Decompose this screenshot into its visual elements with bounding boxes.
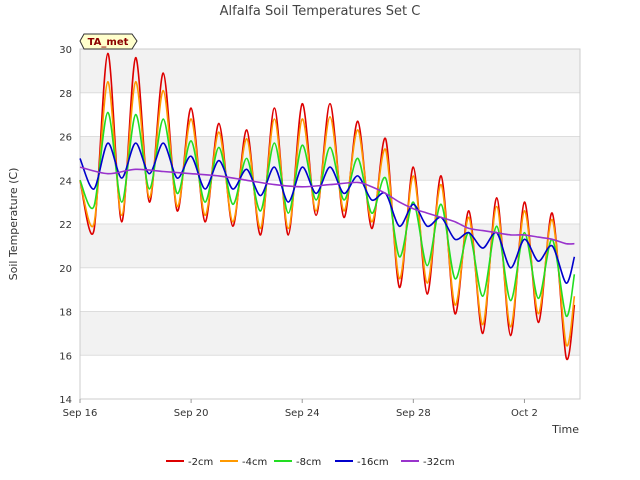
y-tick-label: 24 [59, 176, 72, 187]
plot-bands [80, 49, 580, 356]
y-tick-label: 28 [59, 89, 72, 100]
chart-title: Alfalfa Soil Temperatures Set C [220, 4, 421, 19]
x-tick-label: Sep 28 [396, 408, 431, 419]
y-axis-label: Soil Temperature (C) [7, 168, 20, 281]
x-tick-label: Sep 20 [174, 408, 209, 419]
y-tick-label: 18 [59, 308, 72, 319]
legend-label: -32cm [423, 457, 455, 468]
legend-label: -16cm [357, 457, 389, 468]
x-tick-label: Sep 24 [285, 408, 320, 419]
series-line-minus-8cm [79, 111, 576, 317]
y-axis: 14 16 18 20 22 24 26 28 30 [59, 45, 72, 406]
series-line-minus-2cm [79, 52, 576, 361]
badge-box [79, 33, 138, 50]
grid-band [80, 311, 580, 356]
y-tick-label: 30 [59, 45, 72, 56]
series-line-minus-4cm [79, 80, 576, 347]
legend-label: -8cm [296, 457, 321, 468]
legend-label: -4cm [242, 457, 267, 468]
legend: -2cm -4cm -8cm -16cm -32cm [166, 457, 455, 468]
x-tick-label: Oct 2 [511, 408, 538, 419]
series-lines [79, 52, 576, 361]
grid-band [80, 49, 580, 93]
y-tick-label: 20 [59, 264, 72, 275]
y-tick-label: 22 [59, 220, 72, 231]
badge: TA_met [79, 33, 138, 50]
x-axis: Sep 16 Sep 20 Sep 24 Sep 28 Oct 2 [63, 399, 538, 419]
x-tick-label: Sep 16 [63, 408, 98, 419]
y-tick-label: 16 [59, 351, 72, 362]
plot-frame [79, 48, 581, 400]
y-tick-label: 26 [59, 133, 72, 144]
y-tick-label: 14 [59, 395, 72, 406]
series-line-minus-32cm [79, 166, 575, 245]
x-axis-label: Time [551, 423, 579, 436]
grid-band [80, 224, 580, 268]
legend-label: -2cm [188, 457, 213, 468]
badge-label: TA_met [88, 37, 129, 48]
